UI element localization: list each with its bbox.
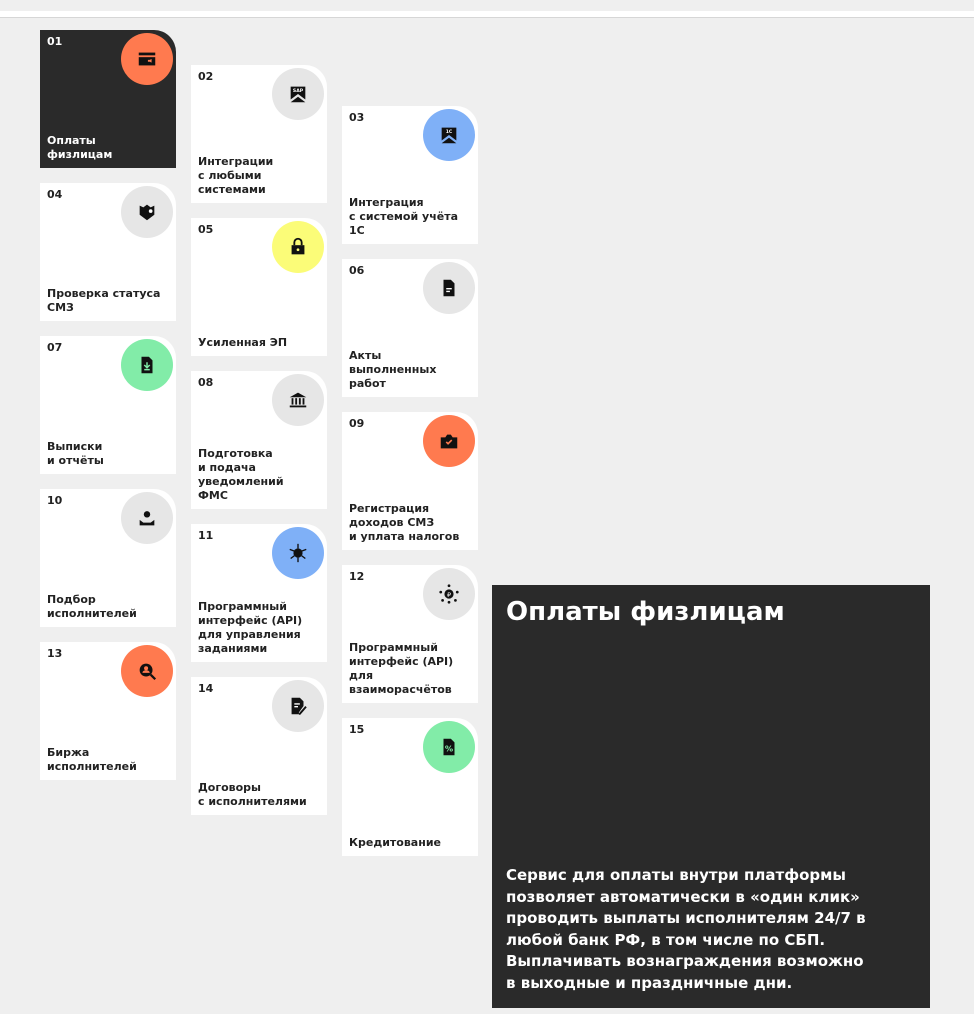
download-document-icon xyxy=(141,356,153,374)
1c-icon: 1С xyxy=(441,127,457,144)
card-number: 09 xyxy=(349,417,365,430)
icon-text: 1С xyxy=(446,129,453,135)
icon-badge xyxy=(272,374,324,426)
service-card-11[interactable]: 11 Программный интерфейс (API) для управл… xyxy=(191,524,327,662)
icon-badge xyxy=(423,415,475,467)
card-number: 14 xyxy=(198,682,214,695)
card-label: Подбор исполнителей xyxy=(47,593,137,620)
user-select-icon xyxy=(139,511,155,526)
card-number: 10 xyxy=(47,494,63,507)
service-card-14[interactable]: 14 Договоры с исполнителями xyxy=(191,677,327,815)
card-label: Договоры с исполнителями xyxy=(198,781,307,808)
document-icon xyxy=(443,279,455,297)
card-label: Оплаты физлицам xyxy=(47,134,113,161)
service-card-04[interactable]: 04 Проверка статуса СМЗ xyxy=(40,183,176,321)
card-number: 12 xyxy=(349,570,365,583)
icon-badge xyxy=(121,186,173,238)
shield-check-icon xyxy=(139,204,155,221)
service-card-02[interactable]: 02 SAP Интеграции с любыми системами xyxy=(191,65,327,203)
svg-text:%: % xyxy=(445,744,453,754)
card-label: Акты выполненных работ xyxy=(349,349,437,390)
card-number: 11 xyxy=(198,529,214,542)
card-label: Регистрация доходов СМЗ и уплата налогов xyxy=(349,502,460,543)
icon-badge: % xyxy=(423,721,475,773)
card-number: 01 xyxy=(47,35,63,48)
card-label: Программный интерфейс (API) для управлен… xyxy=(198,600,303,655)
user-search-icon xyxy=(139,663,157,681)
icon-badge xyxy=(423,262,475,314)
top-bar xyxy=(0,0,974,11)
card-number: 02 xyxy=(198,70,214,83)
service-card-03[interactable]: 03 1С Интеграция с системой учёта 1С xyxy=(342,106,478,244)
icon-badge: ₽ xyxy=(423,568,475,620)
card-label: Подготовка и подача уведомлений ФМС xyxy=(198,447,284,502)
sap-icon: SAP xyxy=(290,86,306,103)
card-number: 05 xyxy=(198,223,214,236)
icon-badge xyxy=(272,527,324,579)
card-number: 08 xyxy=(198,376,214,389)
icon-badge xyxy=(121,33,173,85)
icon-badge xyxy=(121,339,173,391)
service-detail-panel: Оплаты физлицам Сервис для оплаты внутри… xyxy=(492,585,930,1008)
icon-badge: 1С xyxy=(423,109,475,161)
icon-badge: SAP xyxy=(272,68,324,120)
panel-description: Сервис для оплаты внутри платформы позво… xyxy=(506,866,866,992)
service-card-07[interactable]: 07 Выписки и отчёты xyxy=(40,336,176,474)
svg-text:₽: ₽ xyxy=(447,591,451,599)
service-card-13[interactable]: 13 Биржа исполнителей xyxy=(40,642,176,780)
wallet-check-icon xyxy=(440,434,458,449)
icon-badge xyxy=(121,645,173,697)
card-label: Интеграция с системой учёта 1С xyxy=(349,196,459,237)
api-network-icon xyxy=(289,543,307,563)
service-card-06[interactable]: 06 Акты выполненных работ xyxy=(342,259,478,397)
percent-document-icon: % xyxy=(443,738,455,756)
icon-badge xyxy=(121,492,173,544)
service-card-05[interactable]: 05 Усиленная ЭП xyxy=(191,218,327,356)
icon-badge xyxy=(272,221,324,273)
service-card-12[interactable]: 12 ₽ Программный интерфейс (API) для взаим… xyxy=(342,565,478,703)
panel-title: Оплаты физлицам xyxy=(506,597,785,627)
card-payment-icon xyxy=(138,52,156,66)
api-ruble-icon: ₽ xyxy=(439,584,459,604)
contract-edit-icon xyxy=(291,697,307,715)
bank-icon xyxy=(289,392,307,408)
card-label: Проверка статуса СМЗ xyxy=(47,287,161,314)
lock-icon xyxy=(291,237,305,255)
service-card-01[interactable]: 01 Оплаты физлицам xyxy=(40,30,176,168)
card-label: Программный интерфейс (API) для взаимора… xyxy=(349,641,454,696)
card-number: 06 xyxy=(349,264,365,277)
card-label: Биржа исполнителей xyxy=(47,746,137,773)
card-number: 04 xyxy=(47,188,63,201)
card-number: 03 xyxy=(349,111,365,124)
card-number: 15 xyxy=(349,723,365,736)
card-number: 07 xyxy=(47,341,63,354)
service-card-09[interactable]: 09 Регистрация доходов СМЗ и уплата налог… xyxy=(342,412,478,550)
card-label: Интеграции с любыми системами xyxy=(198,155,274,196)
header-divider xyxy=(0,11,974,18)
service-card-08[interactable]: 08 Подготовка и подача уведомлений ФМС xyxy=(191,371,327,509)
card-label: Кредитование xyxy=(349,836,442,849)
service-card-15[interactable]: 15% Кредитование xyxy=(342,718,478,856)
icon-text: SAP xyxy=(293,88,304,94)
service-card-10[interactable]: 10 Подбор исполнителей xyxy=(40,489,176,627)
card-label: Усиленная ЭП xyxy=(198,336,288,349)
card-label: Выписки и отчёты xyxy=(47,440,104,467)
icon-badge xyxy=(272,680,324,732)
card-number: 13 xyxy=(47,647,63,660)
